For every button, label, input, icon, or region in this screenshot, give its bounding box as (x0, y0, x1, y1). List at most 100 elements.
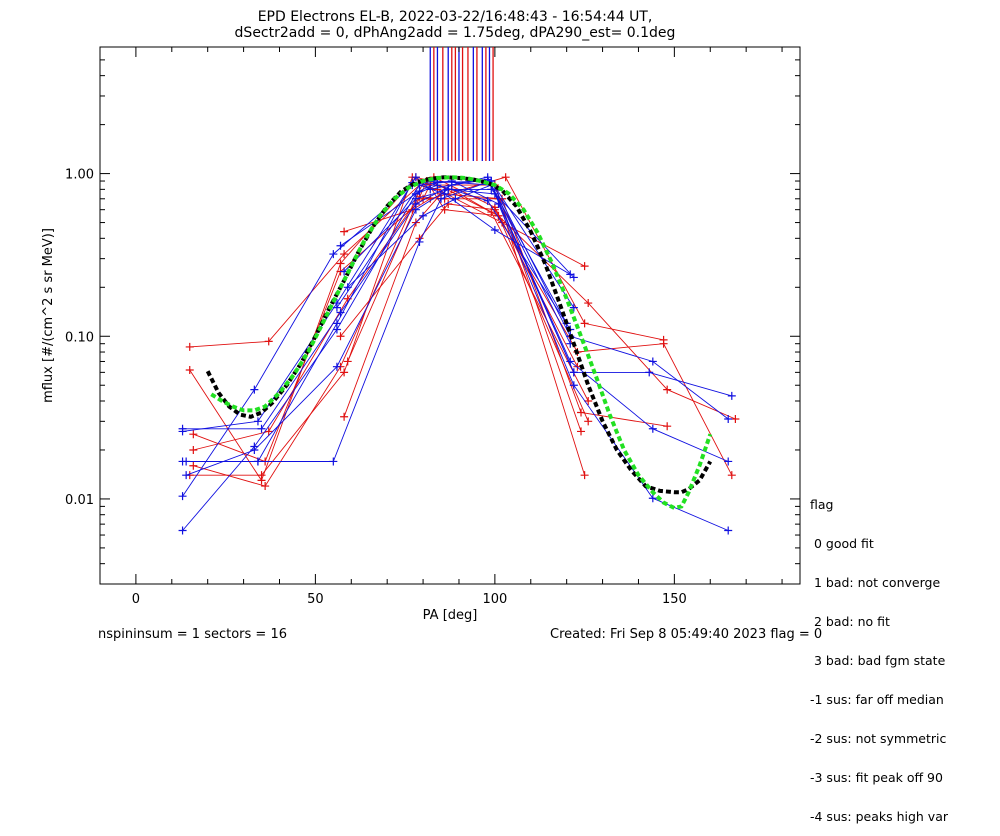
fit-curve (210, 175, 713, 511)
data-point (415, 237, 424, 246)
data-point (178, 492, 187, 501)
y-tick-label: 0.01 (65, 493, 94, 508)
chart-title-line1: EPD Electrons EL-B, 2022-03-22/16:48:43 … (257, 9, 653, 25)
footer-settings: nspininsum = 1 sectors = 16 (98, 627, 287, 642)
data-point (189, 461, 198, 470)
data-point (332, 362, 341, 371)
data-point (724, 526, 733, 535)
data-point (494, 211, 503, 220)
data-point (584, 417, 593, 426)
flag-legend: flag 0 good fit 1 bad: not converge 2 ba… (810, 472, 948, 836)
data-point (569, 381, 578, 390)
series-layer (178, 173, 740, 535)
data-point (584, 396, 593, 405)
data-point (257, 424, 266, 433)
data-point (659, 339, 668, 348)
data-point (182, 457, 191, 466)
series-line (193, 196, 586, 476)
data-point (253, 417, 262, 426)
y-tick-label: 0.10 (65, 330, 94, 345)
y-tick-label: 1.00 (65, 168, 94, 183)
data-point (724, 457, 733, 466)
flag-legend-entry: -3 sus: fit peak off 90 (810, 770, 943, 785)
data-point (580, 471, 589, 480)
data-point (577, 408, 586, 417)
data-point (340, 227, 349, 236)
data-point (501, 173, 510, 182)
data-point (648, 357, 657, 366)
flag-legend-entry: 2 bad: no fit (810, 614, 890, 629)
axes-layer: 0 50 100 150 0.01 0.10 1.00 (65, 46, 800, 607)
y-axis-label: mflux [#/(cm^2 s sr MeV)] (41, 228, 56, 403)
data-point (329, 250, 338, 259)
data-point (340, 412, 349, 421)
data-point (253, 457, 262, 466)
fit-curve (205, 175, 713, 495)
data-point (411, 194, 420, 203)
data-point (343, 357, 352, 366)
flag-legend-entry: 0 good fit (810, 536, 874, 551)
series-line (189, 176, 589, 482)
data-point (569, 368, 578, 377)
data-point (566, 357, 575, 366)
data-point (645, 368, 654, 377)
x-tick-label: 100 (482, 592, 507, 607)
data-point (189, 445, 198, 454)
data-point (724, 415, 733, 424)
series-line (343, 188, 732, 397)
flag-legend-entry: -2 sus: not symmetric (810, 731, 947, 746)
data-point (264, 337, 273, 346)
data-point (336, 259, 345, 268)
data-point (580, 262, 589, 271)
flag-legend-entry: -1 sus: far off median (810, 692, 944, 707)
data-point (727, 471, 736, 480)
data-point (727, 391, 736, 400)
data-point (731, 415, 740, 424)
data-point (336, 308, 345, 317)
data-point (490, 226, 499, 235)
data-point (580, 319, 589, 328)
data-point (340, 250, 349, 259)
x-axis-label: PA [deg] (423, 608, 478, 623)
flag-legend-entry: 3 bad: bad fgm state (810, 653, 946, 668)
series-line (182, 176, 571, 432)
data-point (444, 185, 453, 194)
chart-title-line2: dSectr2add = 0, dPhAng2add = 1.75deg, dP… (234, 25, 676, 41)
series-line (347, 184, 729, 462)
footer-created: Created: Fri Sep 8 05:49:40 2023 flag = … (550, 627, 823, 642)
data-point (250, 385, 259, 394)
series-line (343, 193, 668, 427)
data-point (185, 366, 194, 375)
data-point (189, 430, 198, 439)
flag-legend-entry: 1 bad: not converge (810, 575, 941, 590)
data-point (340, 368, 349, 377)
data-point (494, 200, 503, 209)
data-point (178, 526, 187, 535)
flag-legend-entry: -4 sus: peaks high var (810, 809, 949, 824)
data-point (257, 471, 266, 480)
fit-layer (205, 175, 713, 511)
data-point (569, 303, 578, 312)
data-point (577, 427, 586, 436)
data-point (648, 494, 657, 503)
data-point (569, 273, 578, 282)
data-point (584, 299, 593, 308)
data-point (250, 445, 259, 454)
data-point (329, 457, 338, 466)
data-point (437, 194, 446, 203)
x-tick-label: 50 (307, 592, 324, 607)
data-point (336, 241, 345, 250)
data-point (483, 196, 492, 205)
sector-markers (429, 47, 494, 161)
plot-frame (99, 46, 801, 585)
data-point (332, 319, 341, 328)
data-point (264, 427, 273, 436)
data-point (451, 194, 460, 203)
data-point (185, 342, 194, 351)
data-point (178, 424, 187, 433)
data-point (411, 173, 420, 182)
flag-legend-title: flag (810, 497, 834, 512)
data-point (440, 205, 449, 214)
data-point (663, 385, 672, 394)
x-tick-label: 0 (132, 592, 140, 607)
